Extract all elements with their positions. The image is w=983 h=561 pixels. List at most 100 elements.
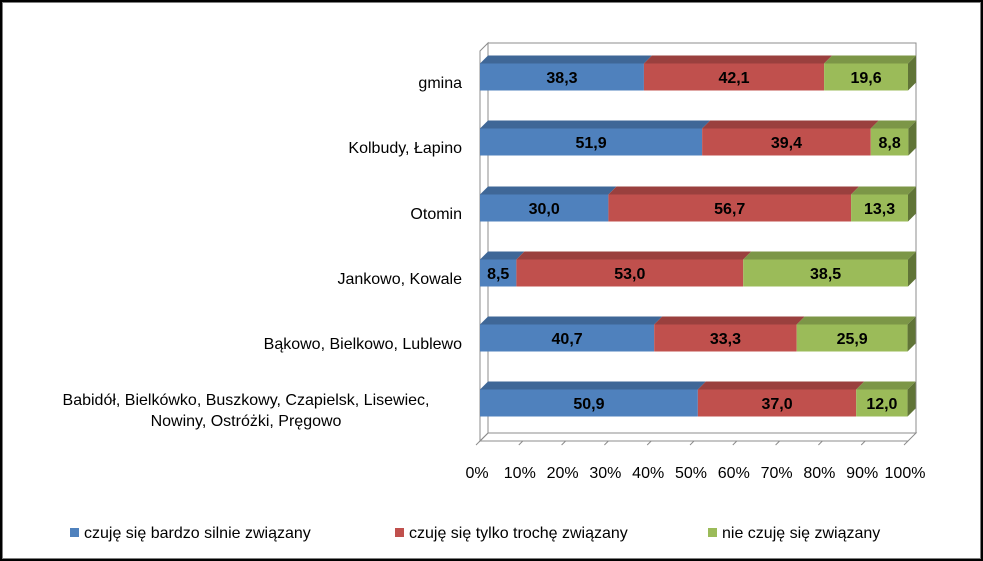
bar-top	[851, 186, 916, 195]
legend-label: nie czuję się związany	[722, 525, 880, 542]
bar-top	[702, 120, 879, 129]
category-label: Babidół, Bielkówko, Buszkowy, Czapielsk,…	[63, 392, 430, 430]
data-label: 40,7	[552, 331, 583, 348]
category-label-line: Nowiny, Ostróżki, Pręgowo	[151, 413, 342, 430]
x-tick-mark	[518, 440, 524, 446]
x-tick-label: 50%	[675, 465, 707, 482]
data-label: 8,8	[878, 135, 900, 152]
category-label: Jankowo, Kowale	[337, 271, 462, 288]
bar-top	[480, 55, 652, 64]
data-label: 8,5	[487, 266, 509, 283]
x-tick-label: 10%	[504, 465, 536, 482]
bar-segment	[480, 128, 703, 156]
bar-top	[824, 55, 916, 64]
bar-segment	[743, 259, 908, 287]
x-tick-mark	[732, 440, 738, 446]
bar-side	[908, 186, 916, 222]
x-tick-label: 100%	[885, 465, 926, 482]
bar-segment	[824, 63, 908, 91]
bar-side	[908, 55, 916, 91]
bar-top	[743, 251, 916, 260]
category-label: Otomin	[410, 206, 462, 223]
bar-top	[608, 186, 860, 195]
bar-top	[480, 186, 617, 195]
bar-top	[643, 55, 833, 64]
data-label: 50,9	[573, 396, 604, 413]
data-label: 25,9	[837, 331, 868, 348]
x-tick-label: 0%	[465, 465, 488, 482]
x-tick-mark	[561, 440, 566, 446]
x-tick-mark	[818, 440, 823, 446]
data-label: 13,3	[864, 201, 895, 218]
bar-side	[907, 316, 916, 352]
bar-top	[516, 251, 752, 260]
data-label: 39,4	[771, 135, 802, 152]
legend-label: czuję się bardzo silnie związany	[84, 525, 311, 542]
data-label: 30,0	[529, 201, 560, 218]
x-tick-label: 80%	[803, 465, 835, 482]
category-label-line: Babidół, Bielkówko, Buszkowy, Czapielsk,…	[63, 392, 430, 409]
x-tick-label: 40%	[632, 465, 664, 482]
bar-segment	[480, 63, 644, 91]
bar-top	[796, 316, 916, 325]
category-label: Kolbudy, Łapino	[348, 140, 462, 157]
data-label: 38,5	[810, 266, 841, 283]
data-label: 12,0	[866, 396, 897, 413]
x-tick-mark	[689, 440, 695, 446]
bar-segment	[702, 128, 871, 156]
plot-back-wall	[487, 42, 917, 434]
x-tick-mark	[604, 440, 609, 446]
data-label: 33,3	[710, 331, 741, 348]
bar-segment	[870, 128, 909, 156]
bar-top	[480, 251, 525, 260]
data-label: 38,3	[546, 70, 577, 87]
category-label: Bąkowo, Bielkowo, Lublewo	[264, 336, 462, 353]
x-tick-label: 20%	[547, 465, 579, 482]
data-label: 42,1	[718, 70, 749, 87]
legend-swatch	[70, 528, 79, 537]
bar-segment	[480, 389, 698, 417]
bar-top	[480, 316, 663, 325]
bar-side	[908, 120, 917, 156]
bar-segment	[851, 194, 908, 222]
category-label: gmina	[418, 75, 462, 92]
legend-label: czuję się tylko trochę związany	[409, 525, 628, 542]
x-tick-mark	[860, 440, 866, 446]
data-label: 53,0	[614, 266, 645, 283]
x-tick-label: 90%	[846, 465, 878, 482]
bar-segment	[856, 389, 908, 417]
x-tick-label: 30%	[589, 465, 621, 482]
x-tick-label: 60%	[718, 465, 750, 482]
legend-swatch	[708, 528, 717, 537]
bar-segment	[643, 63, 825, 91]
bar-top	[697, 381, 865, 390]
bar-segment	[608, 194, 852, 222]
x-tick-mark	[775, 440, 780, 446]
bar-segment	[480, 324, 655, 352]
x-tick-mark	[646, 440, 652, 446]
bar-top	[654, 316, 805, 325]
bar-top	[480, 381, 706, 390]
bar-side	[907, 381, 916, 417]
bar-segment	[516, 259, 744, 287]
legend-swatch	[395, 528, 404, 537]
plot-floor	[478, 432, 918, 442]
bar-segment	[697, 389, 857, 417]
x-tick-mark	[903, 440, 909, 446]
x-tick-label: 70%	[761, 465, 793, 482]
bar-side	[908, 251, 916, 287]
x-tick-mark	[475, 440, 481, 446]
bar-top	[870, 120, 917, 129]
bar-segment	[480, 194, 609, 222]
bar-top	[480, 120, 711, 129]
data-label: 51,9	[575, 135, 606, 152]
bar-segment	[654, 324, 797, 352]
data-label: 19,6	[850, 70, 881, 87]
bar-top	[856, 381, 916, 390]
data-label: 37,0	[761, 396, 792, 413]
stacked-bar-chart: 0% 10% 20% 30% 40% 50% 60% 70% 80% 90% 100% 38,3 42,…	[63, 41, 926, 542]
data-label: 56,7	[714, 201, 745, 218]
bar-segment	[796, 324, 908, 352]
plot-side-wall	[479, 41, 489, 443]
